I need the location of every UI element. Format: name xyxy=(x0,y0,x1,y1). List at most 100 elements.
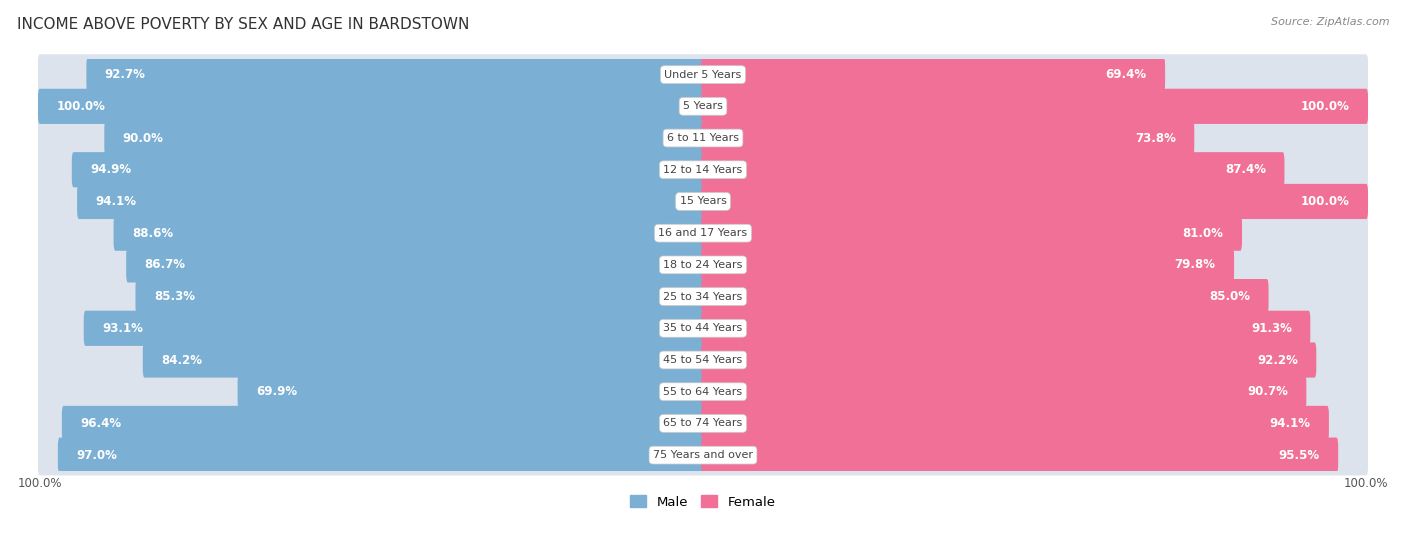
FancyBboxPatch shape xyxy=(72,152,704,187)
Text: 94.9%: 94.9% xyxy=(90,163,131,176)
Text: Under 5 Years: Under 5 Years xyxy=(665,70,741,79)
FancyBboxPatch shape xyxy=(702,371,1368,412)
Text: 84.2%: 84.2% xyxy=(162,353,202,367)
FancyBboxPatch shape xyxy=(39,186,1367,217)
Text: 16 and 17 Years: 16 and 17 Years xyxy=(658,228,748,238)
Text: 87.4%: 87.4% xyxy=(1225,163,1265,176)
FancyBboxPatch shape xyxy=(39,281,1367,312)
Text: 69.4%: 69.4% xyxy=(1105,68,1147,81)
Text: 25 to 34 Years: 25 to 34 Years xyxy=(664,292,742,302)
Text: 97.0%: 97.0% xyxy=(76,449,117,462)
Text: 88.6%: 88.6% xyxy=(132,226,173,240)
FancyBboxPatch shape xyxy=(702,120,1194,155)
FancyBboxPatch shape xyxy=(38,54,704,95)
FancyBboxPatch shape xyxy=(135,279,704,314)
FancyBboxPatch shape xyxy=(38,308,704,349)
FancyBboxPatch shape xyxy=(702,276,1368,317)
FancyBboxPatch shape xyxy=(39,439,1367,471)
FancyBboxPatch shape xyxy=(77,184,704,219)
FancyBboxPatch shape xyxy=(38,371,704,412)
Text: 65 to 74 Years: 65 to 74 Years xyxy=(664,419,742,428)
FancyBboxPatch shape xyxy=(62,406,704,441)
FancyBboxPatch shape xyxy=(86,57,704,92)
FancyBboxPatch shape xyxy=(38,213,704,253)
FancyBboxPatch shape xyxy=(702,247,1234,282)
Text: 18 to 24 Years: 18 to 24 Years xyxy=(664,260,742,270)
FancyBboxPatch shape xyxy=(39,154,1367,186)
FancyBboxPatch shape xyxy=(702,216,1241,251)
Text: 55 to 64 Years: 55 to 64 Years xyxy=(664,387,742,397)
FancyBboxPatch shape xyxy=(702,343,1316,378)
FancyBboxPatch shape xyxy=(702,57,1166,92)
Text: 92.2%: 92.2% xyxy=(1257,353,1298,367)
Text: 90.0%: 90.0% xyxy=(122,131,163,145)
FancyBboxPatch shape xyxy=(114,216,704,251)
FancyBboxPatch shape xyxy=(702,406,1329,441)
Text: 95.5%: 95.5% xyxy=(1278,449,1320,462)
Text: INCOME ABOVE POVERTY BY SEX AND AGE IN BARDSTOWN: INCOME ABOVE POVERTY BY SEX AND AGE IN B… xyxy=(17,17,470,32)
FancyBboxPatch shape xyxy=(39,344,1367,376)
Text: 92.7%: 92.7% xyxy=(105,68,146,81)
Text: 93.1%: 93.1% xyxy=(103,322,143,335)
FancyBboxPatch shape xyxy=(702,213,1368,253)
FancyBboxPatch shape xyxy=(38,245,704,285)
FancyBboxPatch shape xyxy=(84,311,704,346)
Text: 85.3%: 85.3% xyxy=(153,290,195,303)
Text: 100.0%: 100.0% xyxy=(56,100,105,113)
FancyBboxPatch shape xyxy=(39,408,1367,439)
FancyBboxPatch shape xyxy=(702,89,1368,124)
Text: 90.7%: 90.7% xyxy=(1247,385,1288,398)
FancyBboxPatch shape xyxy=(702,340,1368,380)
FancyBboxPatch shape xyxy=(702,374,1306,409)
FancyBboxPatch shape xyxy=(39,122,1367,154)
FancyBboxPatch shape xyxy=(702,311,1310,346)
Text: 12 to 14 Years: 12 to 14 Years xyxy=(664,165,742,175)
FancyBboxPatch shape xyxy=(38,86,704,127)
FancyBboxPatch shape xyxy=(39,91,1367,122)
FancyBboxPatch shape xyxy=(702,149,1368,190)
FancyBboxPatch shape xyxy=(39,249,1367,281)
Text: 35 to 44 Years: 35 to 44 Years xyxy=(664,323,742,333)
FancyBboxPatch shape xyxy=(702,54,1368,95)
FancyBboxPatch shape xyxy=(38,403,704,444)
FancyBboxPatch shape xyxy=(702,152,1285,187)
Text: 75 Years and over: 75 Years and over xyxy=(652,450,754,460)
FancyBboxPatch shape xyxy=(702,184,1368,219)
Text: 81.0%: 81.0% xyxy=(1182,226,1223,240)
Text: 91.3%: 91.3% xyxy=(1251,322,1292,335)
Text: 45 to 54 Years: 45 to 54 Years xyxy=(664,355,742,365)
FancyBboxPatch shape xyxy=(38,89,704,124)
Text: 5 Years: 5 Years xyxy=(683,101,723,111)
FancyBboxPatch shape xyxy=(38,435,704,476)
FancyBboxPatch shape xyxy=(702,308,1368,349)
Text: 96.4%: 96.4% xyxy=(80,417,121,430)
FancyBboxPatch shape xyxy=(38,149,704,190)
FancyBboxPatch shape xyxy=(143,343,704,378)
FancyBboxPatch shape xyxy=(702,438,1339,473)
FancyBboxPatch shape xyxy=(39,312,1367,344)
FancyBboxPatch shape xyxy=(38,276,704,317)
Text: 79.8%: 79.8% xyxy=(1174,258,1216,271)
FancyBboxPatch shape xyxy=(702,181,1368,222)
Text: Source: ZipAtlas.com: Source: ZipAtlas.com xyxy=(1271,17,1389,27)
Text: 15 Years: 15 Years xyxy=(679,196,727,206)
Text: 86.7%: 86.7% xyxy=(145,258,186,271)
FancyBboxPatch shape xyxy=(127,247,704,282)
FancyBboxPatch shape xyxy=(702,403,1368,444)
FancyBboxPatch shape xyxy=(702,118,1368,158)
Text: 94.1%: 94.1% xyxy=(1270,417,1310,430)
FancyBboxPatch shape xyxy=(702,435,1368,476)
Text: 100.0%: 100.0% xyxy=(1301,195,1350,208)
FancyBboxPatch shape xyxy=(38,118,704,158)
FancyBboxPatch shape xyxy=(38,181,704,222)
FancyBboxPatch shape xyxy=(702,86,1368,127)
FancyBboxPatch shape xyxy=(39,217,1367,249)
FancyBboxPatch shape xyxy=(104,120,704,155)
FancyBboxPatch shape xyxy=(702,279,1268,314)
Legend: Male, Female: Male, Female xyxy=(626,490,780,514)
Text: 73.8%: 73.8% xyxy=(1135,131,1175,145)
FancyBboxPatch shape xyxy=(39,59,1367,91)
Text: 85.0%: 85.0% xyxy=(1209,290,1250,303)
Text: 94.1%: 94.1% xyxy=(96,195,136,208)
Text: 69.9%: 69.9% xyxy=(256,385,297,398)
